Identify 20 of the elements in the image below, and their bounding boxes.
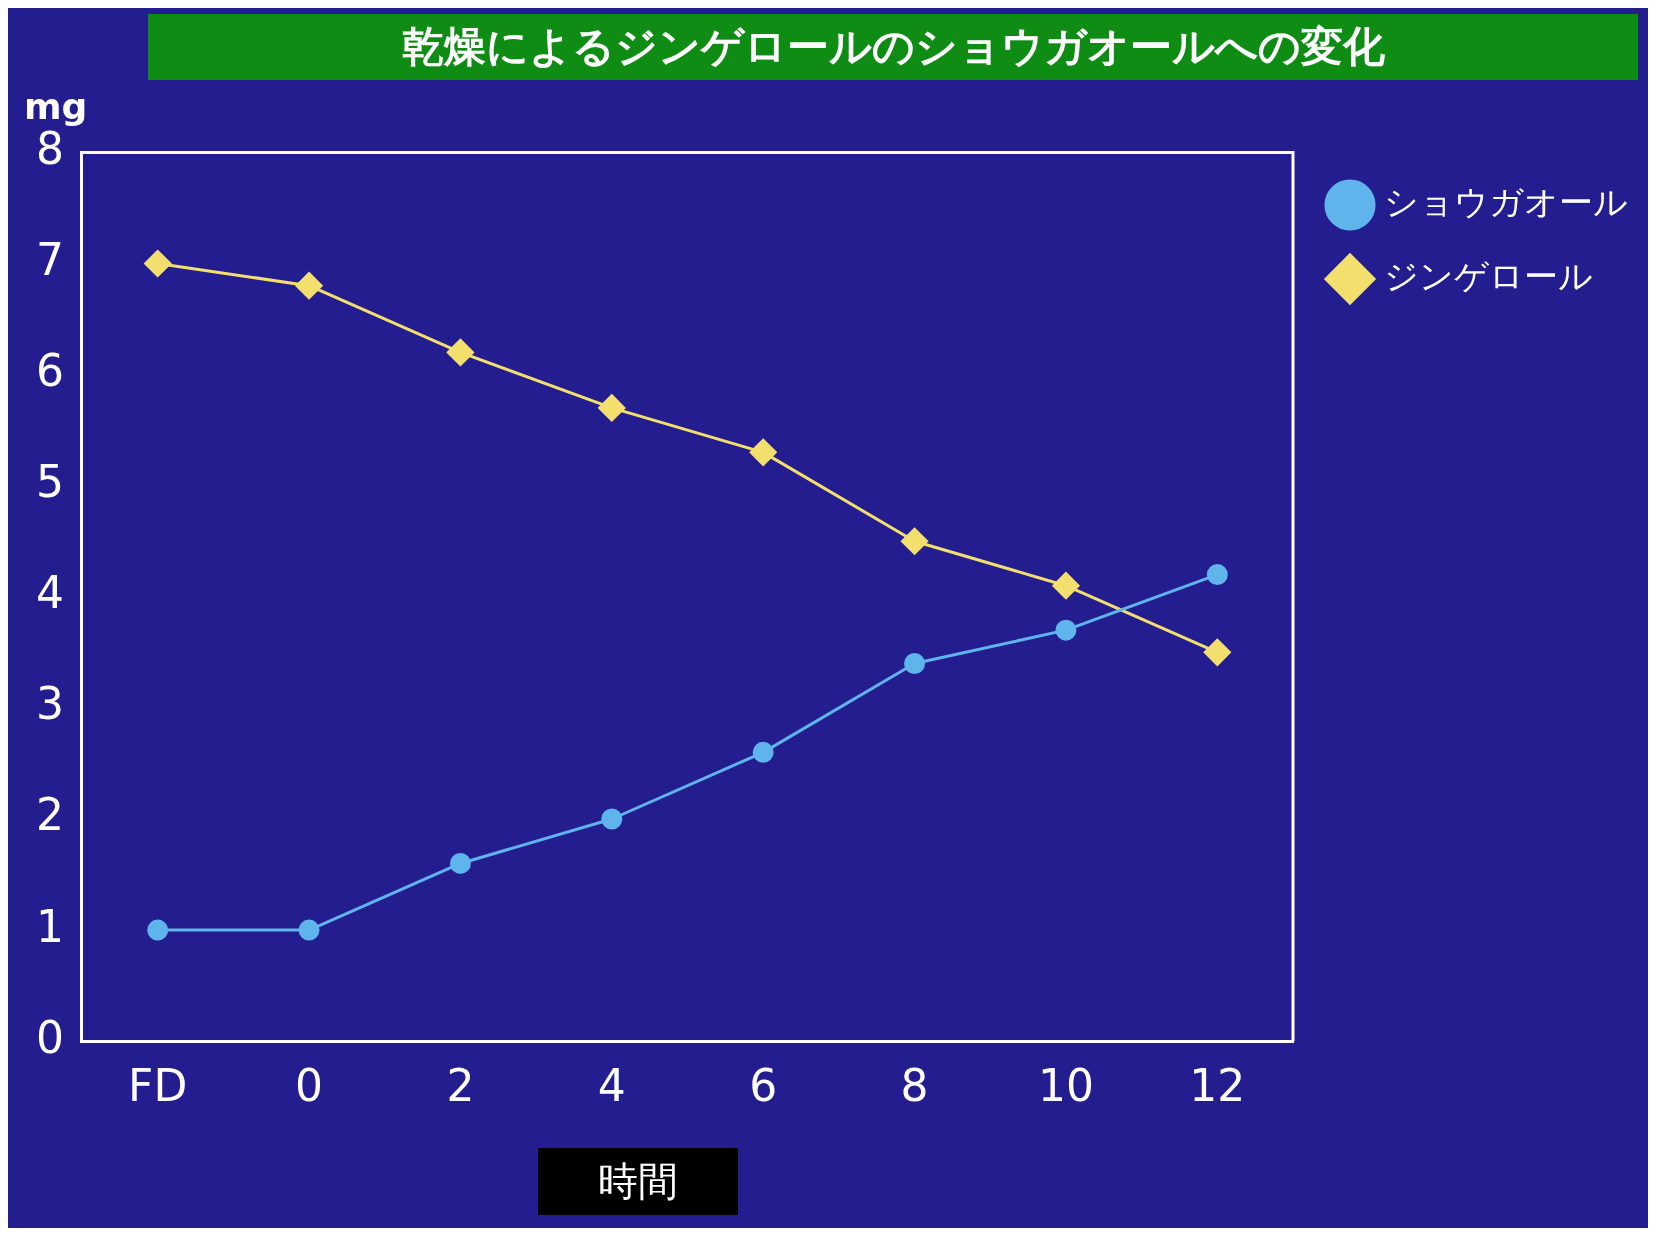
y-tick-label: 5 — [35, 456, 64, 508]
y-tick-label: 3 — [35, 678, 64, 730]
x-tick-label: 12 — [1189, 1060, 1246, 1112]
y-tick-label: 6 — [35, 345, 64, 397]
x-tick-label: 6 — [749, 1060, 778, 1112]
legend-label: ショウガオール — [1384, 181, 1628, 222]
y-tick-label: 4 — [35, 567, 64, 619]
chart-title: 乾燥によるジンゲロールのショウガオールへの変化 — [148, 14, 1638, 80]
x-tick-label: FD — [128, 1060, 188, 1112]
x-tick-label: 8 — [900, 1060, 929, 1112]
x-axis-title: 時間 — [538, 1148, 738, 1215]
legend-label: ジンゲロール — [1384, 255, 1593, 296]
y-tick-label: 7 — [35, 233, 64, 285]
x-tick-label: 10 — [1037, 1060, 1094, 1112]
x-tick-label: 2 — [446, 1060, 475, 1112]
y-tick-label: 0 — [35, 1011, 64, 1063]
x-tick-label: 0 — [295, 1060, 324, 1112]
y-tick-label: 2 — [35, 789, 64, 841]
x-tick-label: 4 — [597, 1060, 626, 1112]
y-tick-label: 1 — [35, 900, 64, 952]
